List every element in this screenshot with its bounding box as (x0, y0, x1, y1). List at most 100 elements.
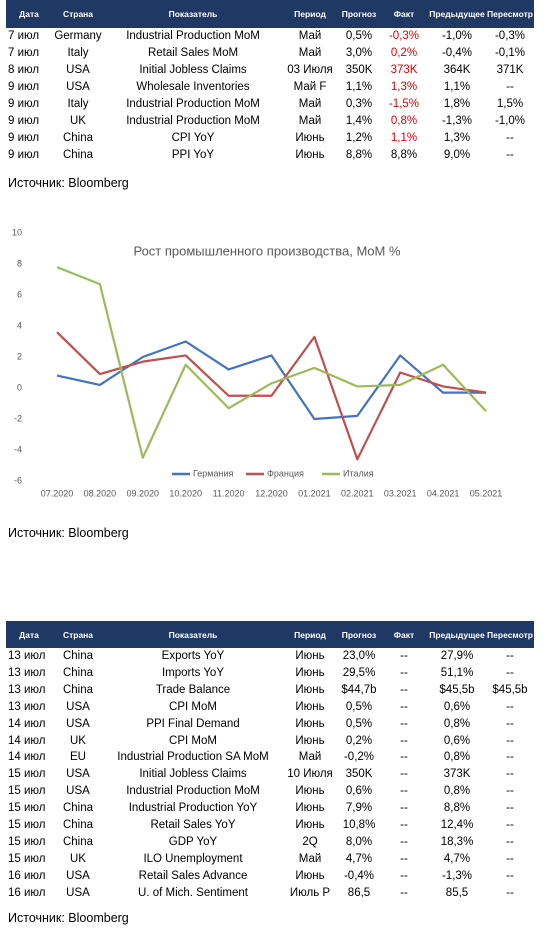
cell: Trade Balance (155, 683, 231, 696)
cell: China (62, 650, 94, 662)
cell: EU (70, 751, 86, 764)
cell: $44,7b (341, 683, 377, 696)
cell: 1,1% (345, 81, 373, 93)
cell: 15 июл (8, 819, 46, 832)
cell: UK (70, 734, 86, 747)
cell: -- (506, 835, 514, 848)
cell: Industrial Production SA MoM (117, 751, 269, 764)
cell: China (62, 149, 94, 161)
cell: 85,5 (445, 886, 469, 899)
header-cell: Факт (380, 621, 428, 648)
cell: CPI YoY (171, 132, 215, 144)
legend-label: Франция (267, 468, 304, 478)
cell: 14 июл (8, 751, 46, 764)
cell: Май (298, 852, 322, 865)
cell: 13 июл (8, 666, 46, 679)
header-cell: Предыдущее (428, 621, 486, 648)
x-tick-label: 10.2020 (169, 488, 202, 498)
y-tick-label: 2 (17, 351, 22, 361)
cell: -- (400, 819, 408, 832)
cell: Июль P (289, 886, 331, 899)
cell: USA (66, 768, 90, 781)
cell: -- (506, 81, 514, 93)
cell: -- (506, 819, 514, 832)
legend-label: Италия (343, 468, 374, 478)
cell: Initial Jobless Claims (139, 64, 247, 76)
cell: -- (506, 802, 514, 815)
cell: CPI MoM (169, 734, 217, 747)
cell: -- (506, 751, 514, 764)
cell: GDP YoY (168, 835, 218, 848)
cell: -0,1% (494, 47, 526, 59)
x-tick-label: 09.2020 (127, 488, 160, 498)
cell: 364K (443, 64, 471, 76)
cell: 3,0% (345, 47, 373, 59)
header-cell: Период (282, 0, 338, 28)
row: 13 июл China Trade Balance Июнь $44,7b -- $45,… (6, 682, 534, 699)
cell: -- (400, 717, 408, 730)
cell: 1,3% (390, 81, 418, 93)
cell: China (62, 819, 94, 832)
cell: 16 июл (8, 886, 46, 899)
cell: Exports YoY (161, 650, 225, 662)
cell: 7 июл (8, 30, 40, 42)
cell: 0,3% (345, 98, 373, 110)
cell: 350K (345, 768, 373, 781)
cell: -0,4% (343, 869, 375, 882)
cell: 9 июл (8, 115, 40, 127)
cell: Industrial Production MoM (126, 115, 260, 127)
x-tick-label: 07.2020 (41, 488, 74, 498)
cell: China (62, 132, 94, 144)
row: 15 июл USA Initial Jobless Claims 10 Июля 35… (6, 766, 534, 783)
cell: -- (400, 835, 408, 848)
cell: -- (400, 666, 408, 679)
cell: Industrial Production MoM (126, 98, 260, 110)
cell: -0,2% (343, 751, 375, 764)
source-note: Источник: Bloomberg (8, 526, 129, 540)
cell: Italy (67, 47, 89, 59)
cell: Июнь (295, 132, 325, 144)
row: 15 июл USA Industrial Production MoM Июнь 0,… (6, 783, 534, 800)
cell: Retail Sales Advance (138, 869, 248, 882)
header-cell: Период (282, 621, 338, 648)
cell: 13 июл (8, 700, 46, 713)
row: 14 июл UK CPI MoM Июнь 0,2% -- 0,6% -- (6, 733, 534, 750)
table: Дата Страна Показатель Период Прогноз Факт Пре… (6, 621, 534, 902)
y-tick-label: 4 (17, 320, 22, 330)
cell: Июнь (295, 717, 325, 730)
cell: 9 июл (8, 98, 40, 110)
cell: China (62, 835, 94, 848)
cell: 9 июл (8, 132, 40, 144)
cell: 7,9% (345, 802, 373, 815)
cell: 1,4% (345, 115, 373, 127)
x-tick-label: 12.2020 (255, 488, 288, 498)
cell: -1,5% (388, 98, 420, 110)
cell: Июнь (295, 819, 325, 832)
cell: -- (506, 785, 514, 798)
cell: U. of Mich. Sentiment (138, 886, 248, 899)
x-tick-label: 02.2021 (341, 488, 374, 498)
y-tick-label: -6 (14, 475, 22, 485)
cell: 371K (496, 64, 524, 76)
cell: -0,3% (494, 30, 526, 42)
cell: Июнь (295, 700, 325, 713)
cell: Italy (67, 98, 89, 110)
y-tick-label: 0 (17, 382, 22, 392)
cell: Industrial Production YoY (128, 802, 258, 815)
cell: -- (506, 717, 514, 730)
y-tick-label: 6 (17, 289, 22, 299)
cell: 10 Июля (287, 768, 333, 781)
cell: Industrial Production MoM (126, 785, 260, 798)
cell: -- (506, 886, 514, 899)
cell: -- (400, 886, 408, 899)
cell: 0,8% (443, 717, 471, 730)
cell: 0,2% (390, 47, 418, 59)
cell: 8,0% (345, 835, 373, 848)
cell: -1,0% (494, 115, 526, 127)
x-tick-label: 01.2021 (298, 488, 331, 498)
header-cell: Пересмотр (486, 0, 534, 28)
cell: -1,3% (441, 115, 473, 127)
cell: Май (298, 115, 322, 127)
cell: 1,2% (345, 132, 373, 144)
cell: UK (70, 852, 86, 865)
